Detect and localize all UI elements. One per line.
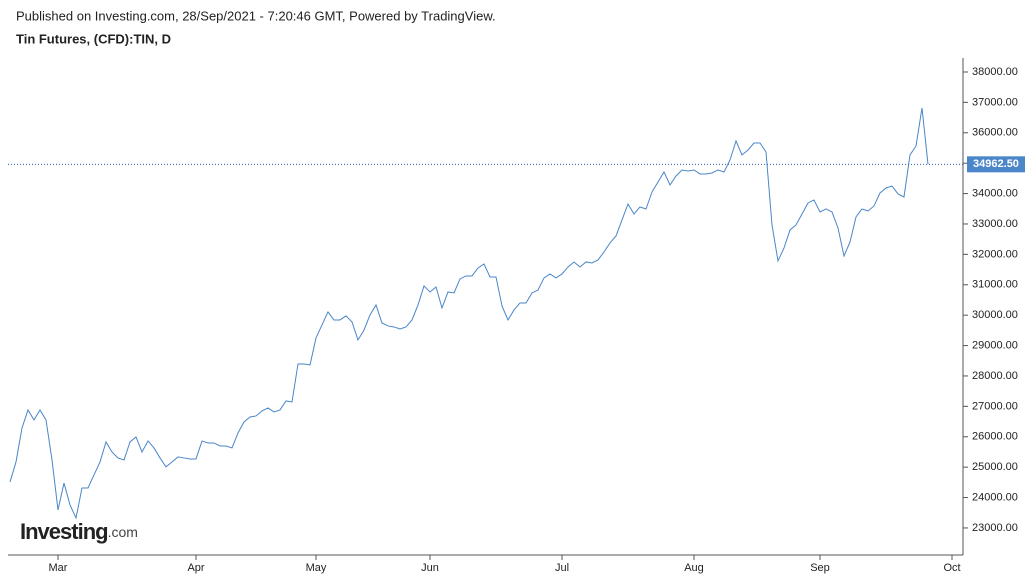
symbol-title: Tin Futures, (CFD):TIN, D (16, 31, 171, 46)
y-tick-label: 36000.00 (972, 127, 1018, 139)
y-tick-label: 31000.00 (972, 279, 1018, 291)
y-tick-label: 34000.00 (972, 187, 1018, 199)
y-tick-label: 33000.00 (972, 218, 1018, 230)
logo: Investing.com (20, 519, 138, 544)
last-price-box (967, 156, 1025, 173)
y-tick-label: 25000.00 (972, 461, 1018, 473)
y-tick-label: 23000.00 (972, 522, 1018, 534)
y-tick-label: 29000.00 (972, 339, 1018, 351)
x-tick-label: Apr (187, 562, 204, 574)
y-tick-label: 32000.00 (972, 248, 1018, 260)
y-tick-label: 38000.00 (972, 66, 1018, 78)
x-tick-label: Aug (684, 562, 704, 574)
published-note: Published on Investing.com, 28/Sep/2021 … (16, 8, 496, 23)
x-tick-label: Jul (555, 562, 569, 574)
y-tick-label: 26000.00 (972, 431, 1018, 443)
y-tick-label: 27000.00 (972, 400, 1018, 412)
y-tick-label: 28000.00 (972, 370, 1018, 382)
y-tick-label: 30000.00 (972, 309, 1018, 321)
logo-name: Investing (20, 519, 108, 544)
x-tick-label: May (306, 562, 327, 574)
x-tick-label: Jun (421, 562, 439, 574)
x-tick-label: Mar (49, 562, 68, 574)
y-tick-label: 37000.00 (972, 96, 1018, 108)
x-tick-label: Sep (810, 562, 830, 574)
last-price-label: 34962.50 (973, 158, 1019, 170)
x-tick-label: Oct (943, 562, 960, 574)
y-tick-label: 24000.00 (972, 491, 1018, 503)
price-line (9, 107, 929, 520)
logo-suffix: .com (108, 524, 138, 540)
